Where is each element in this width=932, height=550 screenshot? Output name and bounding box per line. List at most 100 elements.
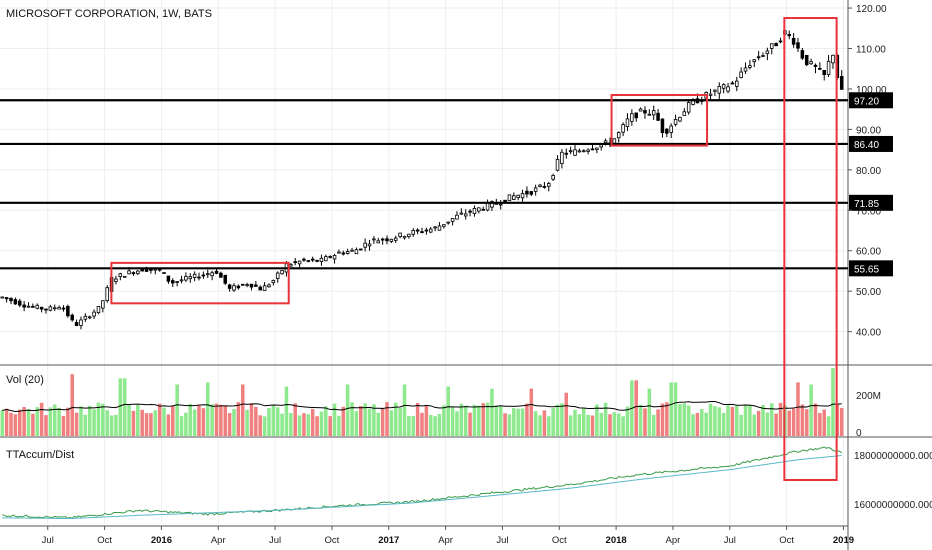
candle-body [743,67,748,72]
volume-bar [140,409,144,436]
volume-bar [415,402,420,436]
candle-body [9,297,13,302]
volume-bar [122,378,127,436]
candle-body [468,210,472,213]
candle-body [122,275,127,278]
volume-bar [17,409,22,436]
volume-bar [538,415,542,436]
candle-body [319,257,324,262]
volume-bar [446,386,450,436]
volume-bar [809,384,813,436]
candle-body [315,259,319,262]
candle-body [4,297,9,300]
volume-bar [485,402,490,436]
volume-bar [302,413,306,436]
volume-bar [52,404,57,436]
volume-bar [420,412,424,436]
candle-body [271,280,276,284]
candle-body [769,43,774,49]
volume-bar [105,410,109,436]
volume-bar [625,406,630,436]
volume-bar [363,403,367,436]
candle-body [380,238,385,241]
volume-bar [275,407,280,436]
candle-body [131,272,136,275]
volume-bar [761,404,765,436]
volume-bar [752,414,757,436]
volume-bar [337,415,341,436]
volume-bar [590,415,595,436]
volume-bar [411,415,416,436]
volume-bar [79,406,83,436]
volume-bar [616,413,621,436]
time-axis-tick-label: 2019 [833,535,854,546]
volume-bar [101,403,105,436]
candle-body [756,56,761,59]
candle-body [359,248,363,251]
time-axis-tick-label: Oct [779,535,794,546]
volume-bar [533,411,538,436]
volume-bar [284,386,289,436]
candle-body [372,238,376,241]
volume-bar [319,411,324,436]
volume-bar [577,414,582,436]
volume-bar [31,413,35,436]
volume-bar [385,402,389,436]
volume-bar [735,405,739,436]
volume-axis-tick-label: 0 [856,428,862,439]
price-axis-tick-label: 90.00 [856,125,881,136]
candle-body [44,308,48,311]
level-price-tag [849,92,893,109]
candle-body [245,284,249,286]
time-axis-tick-label: 2017 [378,535,399,546]
candle-body [118,273,123,277]
volume-bar [118,378,123,436]
candle-body [590,148,595,151]
volume-bar [555,404,560,436]
volume-bar [717,407,722,436]
candle-body [411,230,416,235]
volume-bar [324,406,328,436]
candle-body [61,307,66,310]
candle-body [778,40,783,43]
candle-body [332,255,337,260]
volume-bar [726,405,730,436]
candle-body [240,283,245,286]
candle-body [197,276,201,279]
volume-bar [791,408,796,436]
candle-body [114,278,118,282]
volume-bar [669,382,673,436]
time-axis-tick-label: Jul [42,535,54,546]
candle-body [105,287,109,302]
candle-body [455,214,459,220]
volume-bar [839,407,844,436]
candle-body [516,194,520,199]
level-price-tag-label: 55.65 [854,264,879,275]
candle-body [420,231,424,234]
candle-body [31,305,35,308]
volume-bar [197,404,201,436]
volume-bar [184,412,188,436]
volume-bar [463,405,468,436]
candle-body [446,221,450,224]
volume-bar [477,405,481,436]
volume-bar [433,416,437,436]
price-axis-tick-label: 50.00 [856,287,881,298]
candle-body [302,258,306,261]
volume-bar [581,407,586,436]
level-price-tag-label: 71.85 [854,199,879,210]
volume-bar [109,415,114,436]
chart-title: MICROSOFT CORPORATION, 1W, BATS [6,8,212,20]
candle-body [555,159,560,171]
candle-body [581,150,586,153]
price-axis-tick-label: 70.00 [856,206,881,217]
candle-body [612,138,617,144]
price-axis-tick-label: 120.00 [856,4,887,15]
volume-bar [787,410,792,436]
candle-body [813,64,818,67]
candle-body [363,242,367,248]
volume-bar [490,388,494,436]
candle-body [376,240,381,244]
